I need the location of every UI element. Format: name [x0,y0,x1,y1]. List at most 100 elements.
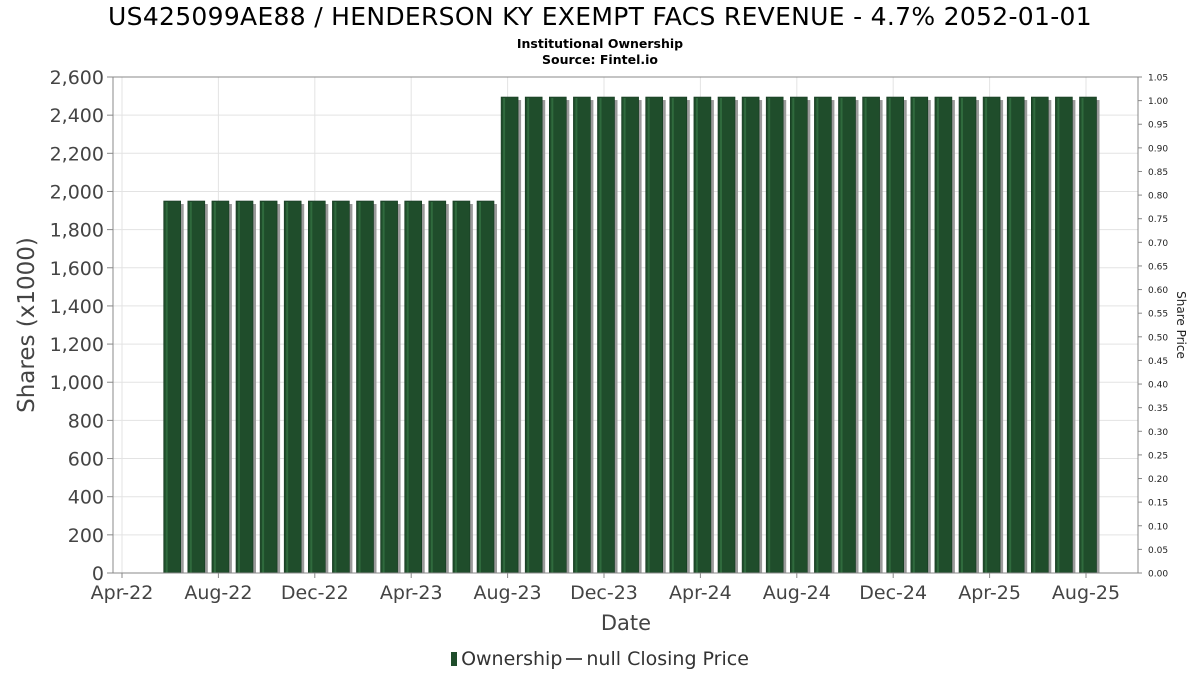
ownership-bar-highlight [816,98,819,574]
y-tick-label: 400 [68,487,104,509]
ownership-bar-highlight [768,98,771,574]
y2-tick-label: 0.90 [1148,144,1168,154]
subtitle-line-2: Source: Fintel.io [542,52,658,67]
ownership-bar-highlight [1033,98,1036,574]
ownership-bar-highlight [358,202,361,573]
x-tick-label: Dec-22 [281,582,349,604]
ownership-bar-highlight [792,98,795,574]
ownership-bar-highlight [912,98,915,574]
y2-tick-label: 0.70 [1148,239,1168,249]
y-tick-label: 2,400 [50,105,104,127]
y-tick-label: 1,800 [50,220,104,242]
bars [163,96,1100,574]
y-tick-label: 1,400 [50,296,104,318]
ownership-bar-highlight [454,202,457,573]
y-tick-label: 2,200 [50,143,104,165]
legend: Ownership null Closing Price [0,648,1200,670]
ownership-bar-highlight [1057,98,1060,574]
y2-tick-label: 0.45 [1148,357,1168,367]
ownership-bar-highlight [864,98,867,574]
y2-tick-label: 0.65 [1148,262,1168,272]
plot-frame [112,76,1139,574]
ownership-bar-highlight [165,202,168,573]
x-tick-label: Apr-24 [669,582,732,604]
y2-tick-label: 0.75 [1148,215,1168,225]
y-tick-label: 800 [68,410,104,432]
ownership-bar-highlight [262,202,265,573]
ownership-bar-highlight [406,202,409,573]
ownership-bar-highlight [527,98,530,574]
ownership-bar-highlight [503,98,506,574]
y-tick-label: 1,200 [50,334,104,356]
x-tick-label: Apr-25 [958,582,1021,604]
x-tick-label: Dec-23 [570,582,638,604]
chart-title: US425099AE88 / HENDERSON KY EXEMPT FACS … [108,2,1092,31]
y2-tick-label: 0.05 [1148,546,1168,556]
ownership-bar-highlight [671,98,674,574]
ownership-bar-highlight [623,98,626,574]
ownership-bar-highlight [479,202,481,573]
ownership-bar-highlight [985,98,988,574]
x-tick-label: Aug-24 [763,582,831,604]
y2-tick-label: 0.10 [1148,522,1168,532]
x-axis-label: Date [601,611,651,635]
ownership-bar-highlight [551,98,554,574]
x-tick-label: Aug-23 [474,582,542,604]
x-tick-label: Aug-25 [1052,582,1120,604]
ownership-bar-highlight [647,98,650,574]
ownership-bar-highlight [720,98,722,574]
y-tick-label: 1,000 [50,372,104,394]
y2-tick-label: 1.00 [1148,97,1168,107]
y-tick-label: 200 [68,525,104,547]
ownership-bar-highlight [695,98,698,574]
ownership-bar-highlight [575,98,578,574]
y2-tick-label: 0.35 [1148,404,1168,414]
y2-tick-label: 0.40 [1148,381,1168,391]
ownership-bar-highlight [936,98,939,574]
y2-tick-label: 0.50 [1148,333,1168,343]
y-tick-label: 2,000 [50,181,104,203]
y2-axis-label: Share Price [1174,291,1188,359]
chart-subtitle: Institutional Ownership Source: Fintel.i… [0,36,1200,68]
ownership-bar-highlight [1081,98,1084,574]
ownership-bar-highlight [961,98,963,574]
ownership-bar-highlight [599,98,602,574]
ownership-bar-highlight [286,202,289,573]
ownership-bar-highlight [382,202,385,573]
ownership-bar-highlight [430,202,433,573]
ownership-legend-label: Ownership [461,648,563,670]
price-legend-swatch [566,658,583,660]
price-legend-label: null Closing Price [586,648,749,670]
ownership-bar-highlight [840,98,843,574]
x-tick-label: Dec-24 [859,582,927,604]
y2-tick-label: 0.30 [1148,428,1168,438]
y-axis: 0 200 400 600 800 1,000 1,200 1,400 1,600 1,800 2,… [50,67,113,585]
y2-axis: 0.00 0.05 0.10 0.15 0.20 0.25 0.30 0.35 0.40 0.45… [1138,74,1168,580]
y2-tick-label: 0.55 [1148,310,1168,320]
y2-tick-label: 1.05 [1148,74,1168,84]
ownership-bar-highlight [213,202,216,573]
y-tick-label: 2,600 [50,67,104,89]
ownership-bar-highlight [189,202,192,573]
x-tick-label: Apr-22 [91,582,154,604]
ownership-bar-highlight [238,202,240,573]
y2-tick-label: 0.00 [1148,570,1168,580]
x-axis: Apr-22 Aug-22 Dec-22 Apr-23 Aug-23 Dec-23 Apr-… [91,573,1120,604]
subtitle-line-1: Institutional Ownership [516,36,684,51]
y2-tick-label: 0.80 [1148,192,1168,202]
ownership-legend-swatch [451,652,458,666]
y-tick-label: 600 [68,449,104,471]
y2-tick-label: 0.25 [1148,451,1168,461]
ownership-bar-highlight [744,98,747,574]
y2-tick-label: 0.95 [1148,121,1168,131]
ownership-bar-highlight [334,202,337,573]
x-tick-label: Aug-22 [184,582,252,604]
ownership-bar-highlight [310,202,313,573]
ownership-bar-highlight [1009,98,1012,574]
y2-tick-label: 0.20 [1148,475,1168,485]
y-tick-label: 0 [92,563,104,585]
y2-tick-label: 0.85 [1148,168,1168,178]
x-tick-label: Apr-23 [380,582,443,604]
y2-tick-label: 0.60 [1148,286,1168,296]
